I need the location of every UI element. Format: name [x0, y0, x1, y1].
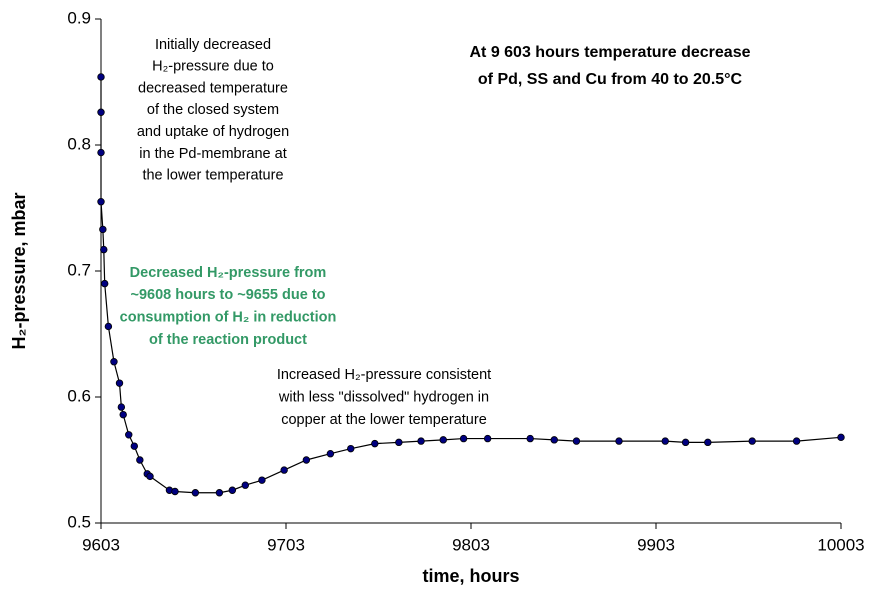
data-point [681, 438, 690, 447]
data-point [792, 437, 801, 445]
data-point [99, 225, 107, 234]
annotation: in the Pd-membrane at [139, 146, 287, 162]
annotation: H₂-pressure due to [152, 59, 274, 75]
data-point [417, 437, 425, 445]
annotation: copper at the lower temperature [281, 412, 487, 428]
data-point [280, 466, 288, 474]
annotation: consumption of H₂ in reduction [120, 310, 337, 326]
data-point [100, 245, 108, 254]
data-point [326, 450, 335, 458]
y-tick-label: 0.5 [67, 512, 91, 531]
annotation: At 9 603 hours temperature decrease [469, 44, 750, 61]
series-line [100, 76, 842, 494]
data-point [104, 322, 113, 331]
data-point [837, 433, 845, 442]
data-point [117, 403, 126, 411]
data-point [136, 456, 144, 464]
data-point [704, 438, 712, 447]
x-tick-label: 10003 [817, 535, 864, 554]
annotation: with less "dissolved" hydrogen in [278, 389, 489, 405]
annotation: of the closed system [147, 102, 279, 118]
y-tick-label: 0.6 [67, 386, 91, 405]
data-point [215, 489, 224, 497]
annotation: the lower temperature [142, 168, 283, 184]
annotation: of Pd, SS and Cu from 40 to 20.5°C [478, 71, 743, 88]
y-tick-label: 0.8 [67, 134, 91, 153]
annotation: decreased temperature [138, 80, 288, 96]
data-point [119, 410, 127, 419]
data-point [572, 437, 581, 445]
data-point [550, 436, 558, 444]
x-axis-title: time, hours [422, 566, 519, 586]
data-point [258, 476, 266, 484]
data-point [615, 437, 623, 445]
data-point [459, 434, 468, 443]
data-point [125, 431, 133, 439]
data-point [228, 486, 237, 494]
data-point [439, 436, 447, 444]
data-point [97, 197, 105, 206]
annotation: Increased H₂-pressure consistent [277, 367, 491, 383]
data-point [748, 437, 756, 445]
y-axis-title: H₂-pressure, mbar [9, 192, 29, 349]
y-tick-label: 0.7 [67, 260, 91, 279]
data-point [347, 444, 355, 453]
data-point [241, 481, 249, 489]
data-point [97, 148, 105, 157]
x-tick-label: 9803 [452, 535, 490, 554]
data-point [191, 489, 200, 497]
data-point [100, 279, 109, 288]
annotation: and uptake of hydrogen [137, 124, 289, 140]
data-point [526, 434, 534, 443]
data-point [302, 456, 311, 464]
y-tick-label: 0.9 [67, 8, 91, 27]
annotation: Decreased H₂-pressure from [130, 265, 327, 281]
x-tick-label: 9603 [82, 535, 120, 554]
x-tick-label: 9903 [637, 535, 675, 554]
annotation: Initially decreased [155, 37, 271, 53]
data-point [395, 438, 403, 447]
annotation: ~9608 hours to ~9655 due to [130, 287, 325, 303]
data-point [371, 439, 379, 448]
annotation: of the reaction product [149, 332, 307, 348]
data-point [146, 472, 154, 481]
data-point [97, 108, 105, 116]
data-point [483, 434, 492, 443]
data-point [110, 358, 118, 366]
x-tick-label: 9703 [267, 535, 305, 554]
data-point [171, 487, 179, 496]
data-point [97, 73, 105, 81]
data-point [661, 437, 669, 445]
data-point [130, 442, 138, 450]
data-point [115, 379, 124, 387]
